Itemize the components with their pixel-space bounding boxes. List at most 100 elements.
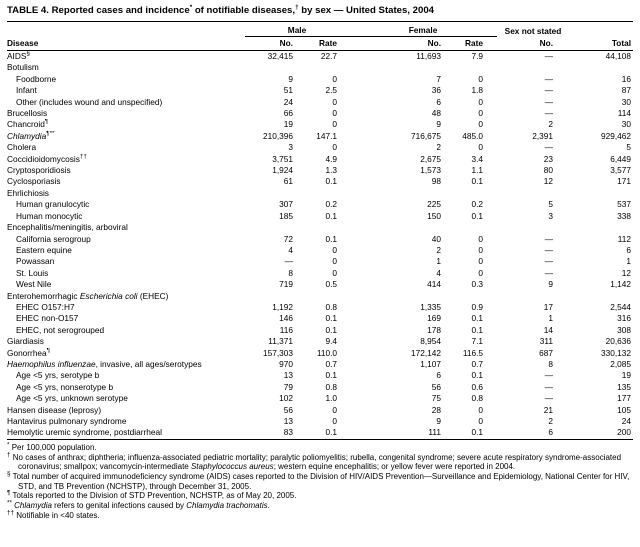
footnote-marker: * bbox=[7, 441, 10, 449]
value-cell: 169 bbox=[427, 313, 442, 324]
value-cell bbox=[245, 188, 303, 199]
value-cell: 3,751 bbox=[272, 153, 293, 164]
disease-name: Encephalitis/meningitis, arboviral bbox=[7, 222, 128, 233]
value-cell bbox=[245, 62, 303, 73]
value-cell: — bbox=[544, 108, 554, 119]
value-cell: 716,675 bbox=[411, 130, 442, 141]
value-cell: 311 bbox=[539, 336, 554, 347]
table-row: Giardiasis 11,371 9.4 8,954 7.1 311 20,636 bbox=[7, 336, 633, 347]
value-cell: 8,954 bbox=[420, 336, 442, 347]
value-cell: 0 bbox=[332, 73, 338, 84]
footnote: ¶ Totals reported to the Division of STD… bbox=[7, 489, 297, 501]
female-rate-column-header: Rate bbox=[453, 36, 498, 51]
value-cell: 0.2 bbox=[325, 199, 338, 210]
value-cell: 2.5 bbox=[325, 85, 338, 96]
value-cell: 9 bbox=[548, 279, 554, 290]
value-cell: 0 bbox=[478, 96, 484, 107]
table-row: Age <5 yrs, unknown serotype 102 1.0 75 0.8 —… bbox=[7, 393, 633, 404]
value-cell: 8 bbox=[548, 358, 554, 369]
value-cell bbox=[497, 291, 569, 302]
value-cell: 177 bbox=[617, 393, 632, 404]
value-cell: 0.2 bbox=[471, 199, 484, 210]
table-row: Chlamydia¶** 210,396 147.1 716,675 485.0 2,39… bbox=[7, 131, 633, 142]
value-cell: 7.9 bbox=[471, 51, 484, 61]
table-row: Hansen disease (leprosy) 56 0 28 0 21 105 bbox=[7, 405, 633, 416]
value-cell: 4 bbox=[436, 267, 442, 278]
value-cell: 0.1 bbox=[471, 176, 484, 187]
value-cell: 200 bbox=[569, 427, 634, 440]
value-cell: 75 bbox=[431, 393, 442, 404]
value-cell: 13 bbox=[283, 370, 293, 381]
value-cell: — bbox=[544, 142, 554, 153]
disease-name: Human granulocytic bbox=[16, 199, 90, 210]
disease-name: Chlamydia¶** bbox=[7, 130, 55, 141]
category-row: Botulism bbox=[7, 62, 633, 73]
value-cell: 330,132 bbox=[601, 347, 632, 358]
value-cell: 98 bbox=[431, 176, 442, 187]
disease-name: Cyclosporiasis bbox=[7, 176, 61, 187]
value-cell: 135 bbox=[617, 381, 632, 392]
value-cell: 56 bbox=[431, 381, 442, 392]
value-cell: 3 bbox=[288, 142, 293, 153]
table-row: California serogroup 72 0.1 40 0 — 112 bbox=[7, 234, 633, 245]
value-cell: 307 bbox=[279, 199, 293, 210]
value-cell: 28 bbox=[431, 404, 442, 415]
value-cell: 3 bbox=[548, 210, 554, 221]
value-cell: 0 bbox=[478, 142, 484, 153]
value-cell: 338 bbox=[617, 210, 632, 221]
male-column-group-header: Male bbox=[245, 21, 350, 37]
value-cell: — bbox=[544, 73, 554, 84]
value-cell: 0.1 bbox=[471, 324, 484, 335]
value-cell: — bbox=[544, 256, 554, 267]
table-row: EHEC non-O157 146 0.1 169 0.1 1 316 bbox=[7, 313, 633, 324]
value-cell: 8 bbox=[288, 267, 293, 278]
table-row: Chancroid¶ 19 0 9 0 2 30 bbox=[7, 119, 633, 130]
value-cell: 210,396 bbox=[263, 130, 293, 141]
value-cell: 30 bbox=[621, 119, 632, 130]
table-row: Age <5 yrs, serotype b 13 0.1 6 0.1 — 19 bbox=[7, 370, 633, 381]
value-cell: 4.9 bbox=[325, 153, 338, 164]
value-cell: 719 bbox=[279, 279, 293, 290]
value-cell: 0 bbox=[478, 119, 484, 130]
disease-name: Human monocytic bbox=[16, 210, 83, 221]
value-cell: 147.1 bbox=[316, 130, 338, 141]
value-cell: 11,693 bbox=[416, 51, 442, 61]
value-cell: 21 bbox=[543, 404, 554, 415]
value-cell: 0 bbox=[332, 256, 338, 267]
disease-name: Coccidioidomycosis†† bbox=[7, 153, 87, 164]
group-header-row: Male Female Sex not stated bbox=[7, 21, 633, 37]
value-cell: 0 bbox=[332, 108, 338, 119]
disease-name: Other (includes wound and unspecified) bbox=[16, 96, 163, 107]
value-cell: 0 bbox=[478, 233, 484, 244]
value-cell: 0.9 bbox=[471, 301, 484, 312]
value-cell: 0.8 bbox=[325, 381, 338, 392]
value-cell: 0.8 bbox=[325, 301, 338, 312]
value-cell: 0 bbox=[332, 142, 338, 153]
sex-not-stated-no-column-header: No. bbox=[497, 36, 570, 51]
value-cell: 1,142 bbox=[610, 279, 632, 290]
value-cell: 22.7 bbox=[320, 51, 338, 61]
disease-column-header: Disease bbox=[7, 36, 245, 51]
disease-name: Infant bbox=[16, 85, 37, 96]
value-cell bbox=[569, 188, 633, 199]
value-cell: 0.1 bbox=[325, 313, 338, 324]
table-row: Cyclosporiasis 61 0.1 98 0.1 12 171 bbox=[7, 176, 633, 187]
value-cell: — bbox=[544, 96, 554, 107]
value-cell bbox=[245, 222, 303, 233]
value-cell: 1,192 bbox=[272, 301, 293, 312]
table-row: Cryptosporidiosis 1,924 1.3 1,573 1.1 80 3,577 bbox=[7, 165, 633, 176]
notifiable-diseases-table: Male Female Sex not stated Disease No. R… bbox=[7, 21, 634, 440]
value-cell bbox=[453, 188, 497, 199]
value-cell: 485.0 bbox=[462, 130, 484, 141]
table-title: TABLE 4. Reported cases and incidence* o… bbox=[7, 3, 435, 16]
footnote-marker: †† bbox=[7, 509, 15, 517]
value-cell: 316 bbox=[617, 313, 632, 324]
value-cell: 13 bbox=[283, 416, 293, 426]
value-cell: 105 bbox=[617, 404, 632, 415]
footnotes-section: * Per 100,000 population. † No cases of a… bbox=[7, 441, 633, 521]
value-cell bbox=[497, 62, 569, 73]
table-row: Eastern equine 4 0 2 0 — 6 bbox=[7, 245, 633, 256]
value-cell: 24 bbox=[283, 96, 293, 107]
table-row: Powassan — 0 1 0 — 1 bbox=[7, 256, 633, 267]
value-cell: 14 bbox=[543, 324, 554, 335]
